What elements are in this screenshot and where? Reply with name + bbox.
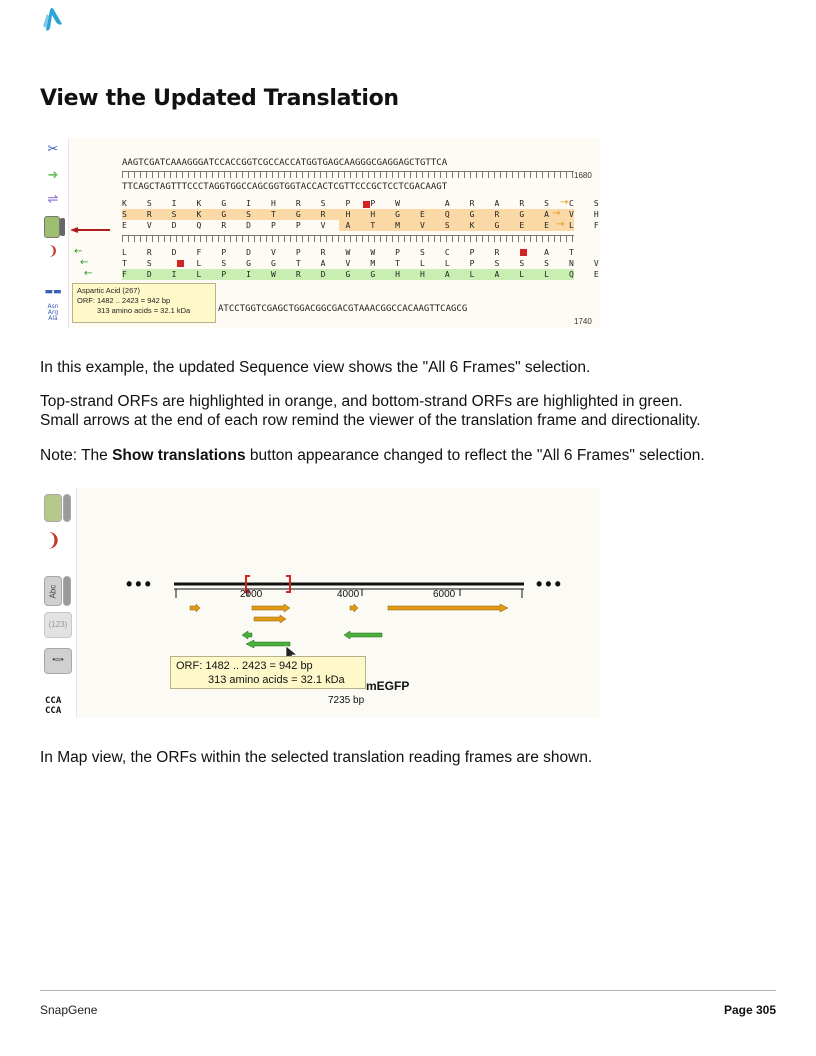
numbers-label: (123) <box>48 620 68 629</box>
lower-sequence: ATCCTGGTCGAGCTGGACGGCGACGTAAACGGCCACAAGT… <box>218 304 468 314</box>
green-arrow-icon: ← <box>80 257 89 268</box>
orf-top-arrow-2 <box>251 603 291 613</box>
note-suffix: button appearance changed to reflect the… <box>245 447 705 464</box>
sequence-ruler <box>122 171 574 178</box>
right-ellipsis: • • • <box>536 574 561 594</box>
green-arrow-icon: ← <box>74 246 83 257</box>
map-svg <box>174 575 524 663</box>
numbers-button[interactable]: (123) <box>44 612 72 638</box>
abc-dropdown-icon[interactable] <box>63 576 71 606</box>
map-toolbar: ❩ Abc (123) •═• CCA CCA <box>40 488 77 718</box>
map-view-screenshot: ❩ Abc (123) •═• CCA CCA • • • • • • <box>40 488 600 718</box>
feature-arrow-icon[interactable]: ❩ <box>46 530 62 551</box>
aa-tooltip: Aspartic Acid (267) ORF: 1482 .. 2423 = … <box>72 283 216 323</box>
plasmid-name: mEGFP <box>366 679 410 693</box>
paragraph-orf-colors: Top-strand ORFs are highlighted in orang… <box>40 392 780 430</box>
selection-right-bracket <box>286 575 291 593</box>
tick-label-2000: 2000 <box>240 589 263 600</box>
paragraph-sequence-view: In this example, the updated Sequence vi… <box>40 359 591 376</box>
stop-codon-icon <box>177 260 184 267</box>
paragraph-map-view: In Map view, the ORFs within the selecte… <box>40 749 593 766</box>
orange-arrow-icon: → <box>552 208 561 219</box>
enzyme-icon[interactable]: CCA CCA <box>45 696 61 716</box>
frame-row-3: E V D Q R D P P V A T M V S K G E E L F <box>122 220 600 231</box>
stop-codon-icon <box>363 201 370 208</box>
selection-left-bracket <box>245 575 250 593</box>
frame-row-6: F D I L P I W R D G G H H A L A L L Q E <box>122 269 600 280</box>
page-title: View the Updated Translation <box>40 86 399 111</box>
translations-dropdown-icon[interactable] <box>60 218 65 236</box>
footer-page-number: Page 305 <box>723 1003 776 1017</box>
abc-button[interactable]: Abc <box>44 576 62 606</box>
aa-label-asn: Asn <box>47 303 59 310</box>
linear-map-button[interactable]: •═• <box>44 648 72 674</box>
sequence-view-screenshot: ✂ ➜ ⇌ ❩ ▬▬ Asn Arg Ala AAGTCGATCAAAGGGAT… <box>40 138 600 328</box>
tooltip-aa-line: 313 amino acids = 32.1 kDa <box>97 306 191 315</box>
orf-top-arrow-5 <box>253 614 287 624</box>
cca-label-2: CCA <box>45 706 62 716</box>
translations-dropdown-icon[interactable] <box>63 494 71 522</box>
orf-top-arrow-3 <box>349 603 359 613</box>
frame-row-1: K S I K G I H R S P P W A R A R S C S <box>122 199 600 208</box>
show-translations-button[interactable] <box>44 494 62 522</box>
tooltip-title: Aspartic Acid (267) <box>77 286 140 295</box>
aa-label-ala: Ala <box>48 315 58 322</box>
orf-tooltip: ORF: 1482 .. 2423 = 942 bp 313 amino aci… <box>170 656 366 689</box>
top-strand-sequence: AAGTCGATCAAAGGGATCCACCGGTCGCCACCATGGTGAG… <box>122 158 448 168</box>
amino-acid-icon[interactable]: Asn Arg Ala <box>44 303 62 322</box>
scissors-icon[interactable]: ✂ <box>47 142 59 157</box>
sequence-toolbar: ✂ ➜ ⇌ ❩ ▬▬ Asn Arg Ala <box>40 138 69 328</box>
stop-codon-icon <box>520 249 527 256</box>
orf-top-arrow-1 <box>189 603 201 613</box>
sequence-ruler-2 <box>122 235 574 242</box>
show-translations-button[interactable] <box>44 216 60 238</box>
paragraph-orf-colors-line1: Top-strand ORFs are highlighted in orang… <box>40 393 683 410</box>
position-1740: 1740 <box>574 317 592 326</box>
tooltip-orf-line: ORF: 1482 .. 2423 = 942 bp <box>77 296 171 305</box>
note-prefix: Note: The <box>40 447 113 464</box>
feature-arrow-icon[interactable]: ❩ <box>47 244 59 259</box>
cca-label: CCA <box>45 696 62 706</box>
orange-arrow-icon: → <box>556 219 565 230</box>
strand-switch-icon[interactable]: ⇌ <box>47 192 59 207</box>
linear-map-icon: •═• <box>52 655 64 664</box>
tick-label-6000: 6000 <box>433 589 456 600</box>
aa-label-arg: Arg <box>47 309 59 316</box>
tick-label-4000: 4000 <box>337 589 360 600</box>
frame-row-5: T S L S G G T A V M T L L P S S S N V <box>122 259 600 268</box>
paragraph-note: Note: The Show translations button appea… <box>40 446 780 465</box>
snapgene-logo-icon <box>43 8 62 31</box>
frame-row-4: L R D F P D V P R W W P S C P R P A T <box>122 248 582 257</box>
position-1680: 1680 <box>574 171 592 180</box>
footer-divider <box>40 990 776 991</box>
orf-top-arrow-4 <box>387 603 509 613</box>
paragraph-orf-colors-line2: Small arrows at the end of each row remi… <box>40 412 701 429</box>
orange-arrow-icon: → <box>560 197 569 208</box>
left-ellipsis: • • • <box>126 574 151 594</box>
frame-row-2: S R S K G S T G R H H G E Q G R G A V H <box>122 209 600 220</box>
tooltip-orf-line: ORF: 1482 .. 2423 = 942 bp <box>176 660 313 672</box>
bottom-strand-sequence: TTCAGCTAGTTTCCCTAGGTGGCCAGCGGTGGTACCACTC… <box>122 182 448 192</box>
forward-arrow-icon[interactable]: ➜ <box>47 168 59 183</box>
note-bold: Show translations <box>112 447 246 464</box>
orf-bottom-arrow-selected <box>245 639 291 649</box>
green-arrow-icon: ← <box>84 268 93 279</box>
red-pointer-arrow-icon <box>70 227 110 233</box>
orf-bottom-arrow-1 <box>241 630 253 640</box>
primer-icon[interactable]: ▬▬ <box>44 287 62 297</box>
plasmid-size: 7235 bp <box>328 695 365 706</box>
footer-brand: SnapGene <box>40 1003 98 1017</box>
orf-bottom-arrow-2 <box>343 630 383 640</box>
tooltip-aa-line: 313 amino acids = 32.1 kDa <box>208 674 345 686</box>
